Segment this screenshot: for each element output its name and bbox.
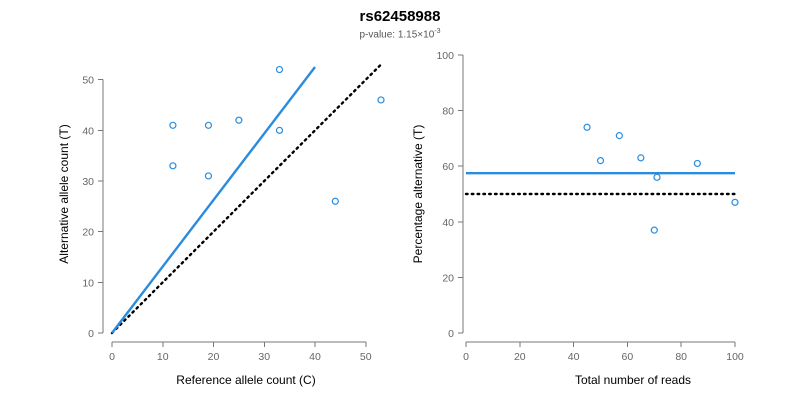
data-point: [204, 172, 213, 180]
y-tick-label: 60: [442, 161, 454, 173]
y-tick-label: 40: [442, 217, 454, 229]
x-tick-label: 20: [208, 351, 220, 363]
y-tick-label: 50: [82, 75, 94, 87]
y-tick-label: 20: [442, 272, 454, 284]
pvalue-annotation: p-value: 1.15×10-3: [0, 25, 800, 40]
y-tick-label: 0: [448, 328, 454, 340]
x-tick-label: 20: [514, 351, 526, 363]
scatter-panel-left: 0 10 20 30 40 50 0 10 20 30 40 50 Reference allele…: [57, 63, 385, 387]
right-data-points: [583, 123, 739, 234]
x-tick-label: 80: [675, 351, 687, 363]
x-tick-label: 50: [360, 351, 372, 363]
y-tick-label: 0: [88, 328, 94, 340]
x-tick-label: 40: [568, 351, 580, 363]
pvalue-exponent: -3: [434, 28, 441, 35]
left-x-axis-title: Reference allele count (C): [176, 373, 315, 387]
figure-header: rs62458988 p-value: 1.15×10-3: [0, 0, 800, 40]
data-point: [731, 198, 739, 206]
right-y-axis-ticks: 0 20 40 60 80 100: [436, 50, 463, 340]
left-data-points: [169, 65, 385, 205]
pvalue-text: p-value: 1.15×10: [359, 29, 435, 41]
right-plot-svg: 0 20 40 60 80 100 0 20 40 60 80 100 Total number o…: [411, 50, 744, 387]
data-point: [204, 121, 213, 129]
x-tick-label: 100: [726, 351, 744, 363]
data-point: [331, 197, 339, 205]
left-y-axis-ticks: 0 10 20 30 40 50: [82, 75, 103, 340]
data-point: [235, 116, 243, 124]
y-tick-label: 20: [82, 227, 94, 239]
data-point: [377, 96, 385, 104]
data-point: [275, 65, 284, 74]
left-reference-line: [110, 63, 383, 335]
right-x-axis-title: Total number of reads: [575, 373, 691, 387]
data-point: [650, 226, 658, 234]
data-point: [169, 162, 177, 170]
y-tick-label: 10: [82, 277, 94, 289]
y-tick-label: 40: [82, 125, 94, 137]
x-tick-label: 0: [109, 351, 115, 363]
data-point: [583, 123, 591, 131]
left-y-axis-title: Alternative allele count (T): [57, 124, 71, 263]
x-tick-label: 30: [258, 351, 270, 363]
data-point: [693, 159, 701, 168]
data-point: [637, 154, 645, 162]
right-x-axis-ticks: 0 20 40 60 80 100: [463, 342, 744, 363]
x-tick-label: 0: [463, 351, 469, 363]
y-tick-label: 100: [436, 50, 454, 62]
left-x-axis-ticks: 0 10 20 30 40 50: [109, 342, 372, 363]
left-fit-line: [111, 66, 316, 334]
right-y-axis-title: Percentage alternative (T): [411, 125, 425, 264]
data-point: [615, 132, 623, 140]
y-tick-label: 30: [82, 176, 94, 188]
data-point: [596, 157, 605, 165]
x-tick-label: 10: [157, 351, 169, 363]
data-point: [653, 173, 661, 181]
scatter-panel-right: 0 20 40 60 80 100 0 20 40 60 80 100 Total number o…: [400, 0, 800, 400]
left-plot-svg: 0 10 20 30 40 50 0 10 20 30 40 50 Reference allele…: [57, 63, 385, 387]
y-tick-label: 80: [442, 106, 454, 118]
data-point: [169, 121, 177, 129]
page-title: rs62458988: [359, 8, 441, 25]
x-tick-label: 60: [622, 351, 634, 363]
data-point: [275, 126, 284, 134]
x-tick-label: 40: [309, 351, 321, 363]
